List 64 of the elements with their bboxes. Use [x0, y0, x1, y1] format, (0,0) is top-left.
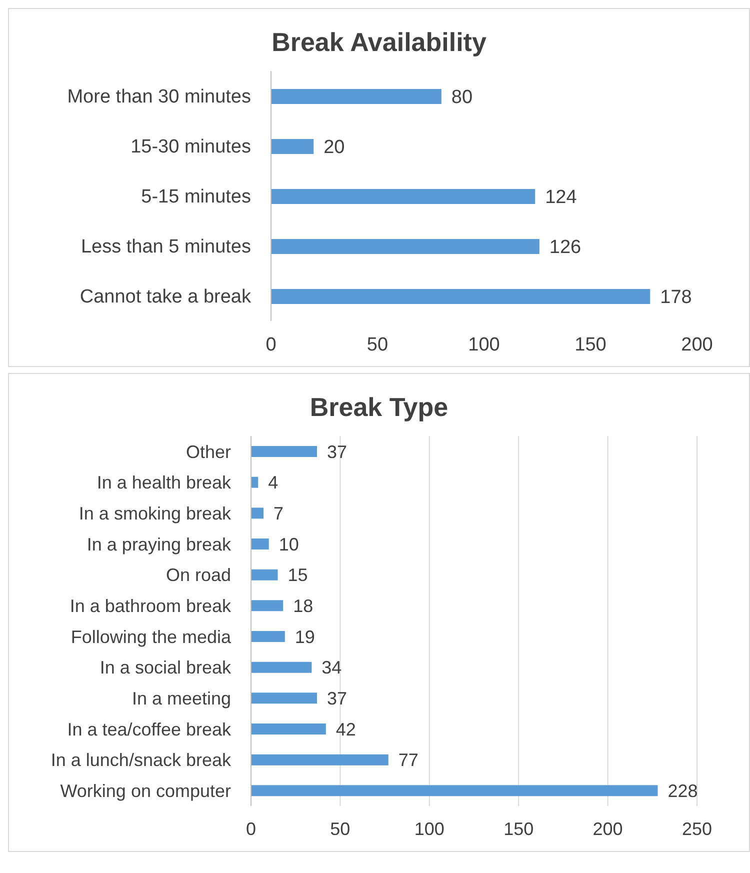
x-tick-label: 100 [414, 818, 444, 839]
bar [251, 569, 278, 580]
y-tick-label: 15-30 minutes [130, 136, 251, 158]
data-label: 228 [668, 781, 698, 802]
bar [251, 631, 285, 642]
data-label: 4 [268, 472, 278, 493]
y-tick-label: Less than 5 minutes [80, 236, 251, 258]
y-tick-label: In a health break [96, 472, 232, 493]
data-label: 42 [336, 719, 356, 740]
bar [251, 662, 312, 673]
y-tick-label: More than 30 minutes [67, 86, 251, 108]
y-tick-label: 5-15 minutes [141, 186, 251, 208]
data-label: 20 [324, 137, 345, 158]
data-label: 178 [660, 287, 692, 308]
y-tick-label: Following the media [70, 626, 232, 647]
data-label: 15 [288, 565, 308, 586]
data-label: 18 [293, 596, 314, 616]
y-tick-label: In a bathroom break [70, 596, 232, 616]
data-label: 7 [273, 504, 284, 524]
x-tick-label: 0 [266, 334, 276, 356]
x-tick-label: 200 [592, 818, 623, 839]
bar [251, 724, 326, 734]
chart-title: Break Availability [270, 26, 488, 59]
x-tick-label: 250 [682, 818, 712, 839]
bar [251, 476, 258, 488]
data-label: 19 [294, 626, 315, 647]
x-tick-label: 50 [330, 818, 350, 839]
data-label: 10 [278, 534, 299, 554]
bar [271, 239, 540, 254]
y-tick-label: In a lunch/snack break [50, 750, 232, 770]
data-label: 77 [398, 750, 418, 770]
y-tick-label: In a tea/coffee break [67, 719, 232, 740]
chart-title: Break Type [308, 391, 450, 424]
y-tick-label: In a meeting [132, 688, 231, 708]
data-label: 126 [549, 237, 582, 258]
x-tick-label: 150 [504, 818, 534, 839]
bar [271, 139, 314, 154]
bar [251, 785, 658, 796]
bar [271, 289, 650, 304]
bar [271, 89, 442, 104]
bar [251, 600, 284, 612]
bar [271, 189, 536, 204]
bar [251, 754, 388, 766]
x-tick-label: 50 [366, 334, 388, 356]
bar [251, 692, 318, 704]
data-label: 124 [545, 187, 578, 208]
y-tick-label: In a praying break [86, 534, 232, 554]
x-tick-label: 0 [246, 818, 256, 839]
bar [251, 508, 264, 519]
y-tick-label: Cannot take a break [80, 286, 252, 308]
bar [251, 538, 269, 550]
data-label: 34 [322, 658, 342, 678]
bar [251, 446, 318, 457]
y-tick-label: On road [166, 565, 231, 586]
data-label: 37 [327, 442, 348, 462]
y-tick-label: Other [186, 442, 231, 462]
data-label: 37 [327, 688, 348, 709]
data-label: 80 [451, 87, 473, 108]
y-tick-label: In a smoking break [78, 503, 232, 524]
y-tick-label: In a social break [100, 658, 232, 678]
x-tick-label: 100 [468, 334, 500, 356]
x-tick-label: 150 [574, 334, 606, 356]
x-tick-label: 200 [681, 334, 713, 356]
y-tick-label: Working on computer [60, 780, 231, 801]
